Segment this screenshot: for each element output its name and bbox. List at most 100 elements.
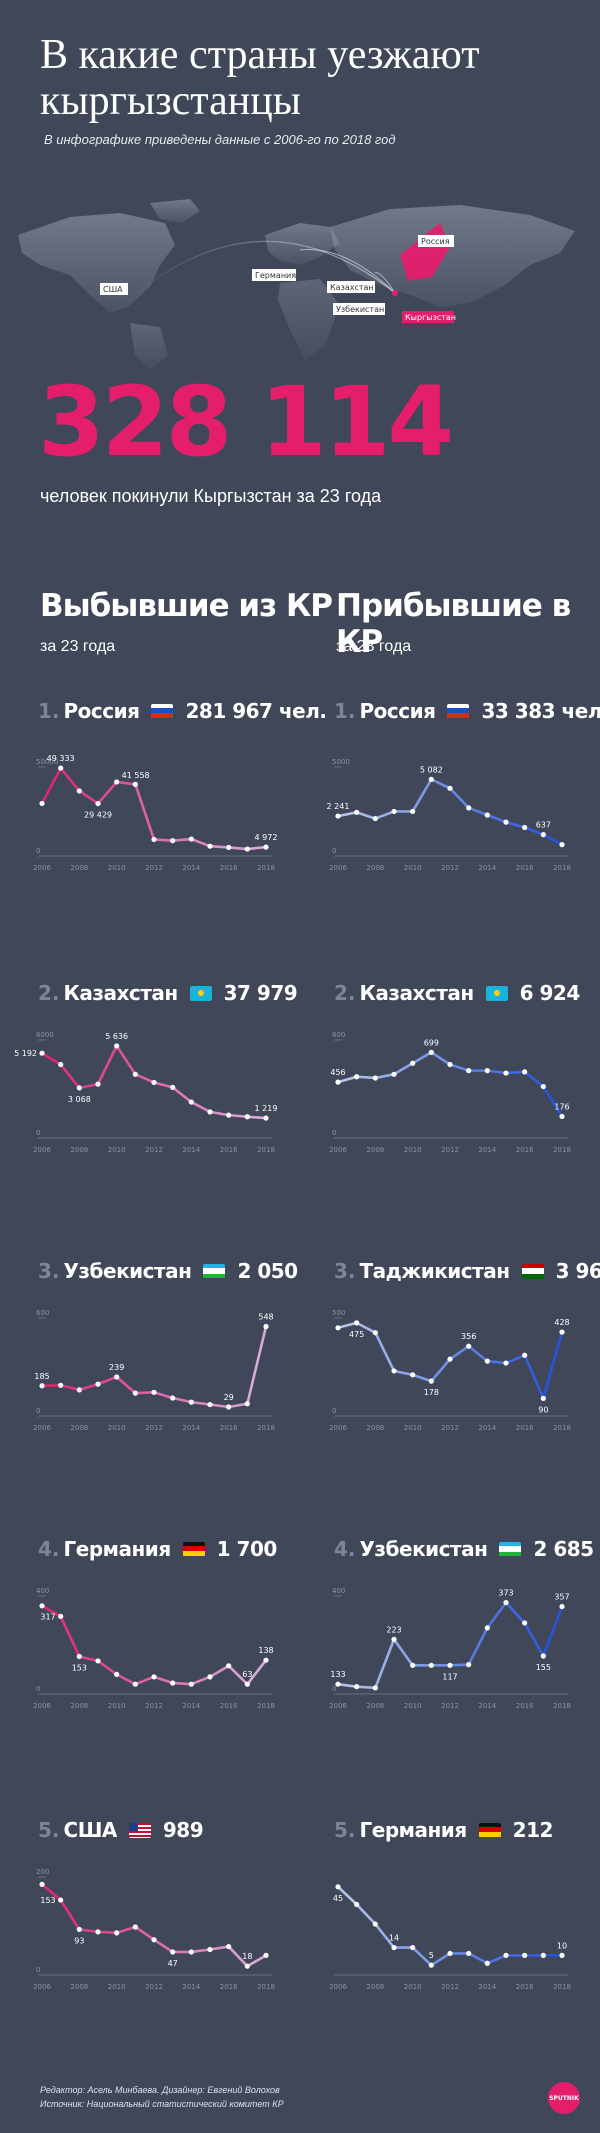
data-point [188,836,194,842]
chart-total: 6 924 [519,981,581,1005]
y-tick-label: 0 [36,1407,40,1415]
y-tick-label: 600 [36,1309,49,1317]
x-tick-label: 2016 [220,1983,238,1991]
series-segment [392,1638,414,1667]
series-segment [40,1604,62,1618]
series-segment [59,1615,81,1658]
data-label: 428 [554,1318,569,1327]
data-point [391,1636,397,1642]
data-point [372,1330,378,1336]
chart-header-in-de: 5. Германия 212 [334,1815,553,1845]
chart-rank: 5. [334,1818,356,1842]
series-segment [40,1883,62,1902]
data-point [188,1099,194,1105]
flag-kz-icon [485,985,508,1001]
data-point [95,1381,101,1387]
x-tick-label: 2006 [33,1146,51,1154]
data-point [484,1625,490,1631]
flag-de-icon [478,1822,501,1838]
series-segment [246,1954,268,1968]
data-point [244,1114,250,1120]
data-point [503,819,509,825]
chart-rank: 3. [334,1259,356,1283]
series-segment [78,1082,100,1090]
series-segment [504,1353,526,1365]
data-point [188,1681,194,1687]
data-label: 4 972 [255,833,278,842]
series-segment [374,1331,396,1373]
x-tick-label: 2014 [478,1146,496,1154]
map-label-germany: Германия [255,271,296,280]
map-label-uz: Узбекистан [336,305,384,314]
data-point [114,1671,120,1677]
data-point [447,1356,453,1362]
chart-country: Узбекистан [359,1537,488,1561]
x-tick-label: 2008 [366,1702,384,1710]
data-point [354,1901,360,1908]
data-label: 5 082 [420,765,443,774]
series-segment [227,1664,249,1686]
data-label: 223 [386,1625,401,1634]
data-point [188,1399,194,1405]
data-label: 185 [34,1372,49,1381]
x-tick-label: 2010 [108,1146,126,1154]
data-point [559,1329,565,1335]
data-label: 239 [109,1363,124,1372]
chart-header-out-us: 5. США 989 [38,1815,204,1845]
x-tick-label: 2016 [516,1146,534,1154]
data-label: 90 [538,1405,548,1414]
x-tick-label: 2010 [404,1983,422,1991]
x-tick-label: 2016 [516,1424,534,1432]
y-tick-label: 0 [332,1129,336,1137]
data-label: 357 [554,1593,569,1602]
series-segment [78,1382,100,1392]
chart-header-out-russia: 1. Россия 281 967 чел. [38,696,327,726]
series-segment [59,1383,81,1392]
x-tick-label: 2014 [478,864,496,872]
data-point [226,1663,232,1669]
data-point [410,1372,416,1378]
series-segment [411,1051,433,1065]
series-segment [430,1952,452,1967]
y-tick-label: 400 [332,1587,345,1595]
greenland-shape [150,199,200,223]
series-segment [115,1044,137,1076]
right-column-subtitle: за 23 года [336,638,412,655]
data-point [263,1115,269,1121]
kyrgyzstan-dot [392,290,398,296]
data-point [58,1061,64,1068]
chart-total: 212 [512,1818,554,1842]
data-point [76,788,82,794]
flag-kz-icon [189,985,212,1001]
flag-ru-icon [447,703,470,719]
data-label: 63 [242,1670,252,1679]
x-tick-label: 2012 [441,1702,459,1710]
data-point [58,765,64,771]
data-point [335,813,341,819]
page-title: В какие страны уезжают кыргызстанцы [40,32,480,124]
series-segment [504,1601,526,1625]
data-point [76,1387,82,1393]
x-tick-label: 2010 [108,1702,126,1710]
x-tick-label: 2008 [366,1983,384,1991]
flag-ru-icon [151,703,174,719]
y-tick-label: 5000 [332,758,350,766]
series-segment [59,766,81,793]
series-segment [190,837,212,848]
data-point [447,785,453,791]
data-point [391,808,397,815]
series-segment [486,1601,508,1630]
data-point [559,1603,565,1610]
series-segment [227,1113,249,1119]
page-subtitle: В инфографике приведены данные с 2006-го… [44,132,396,147]
label-bg-russia [418,235,454,247]
series-segment [486,1954,508,1965]
data-point [503,1952,509,1958]
data-label: 1 219 [255,1104,278,1113]
data-point [226,1404,232,1410]
data-point [226,844,232,851]
y-tick-label: 0 [36,847,40,855]
total-emigrants-caption: человек покинули Кыргызстан за 23 года [40,486,382,506]
data-point [428,1962,434,1968]
data-point [76,1653,82,1660]
